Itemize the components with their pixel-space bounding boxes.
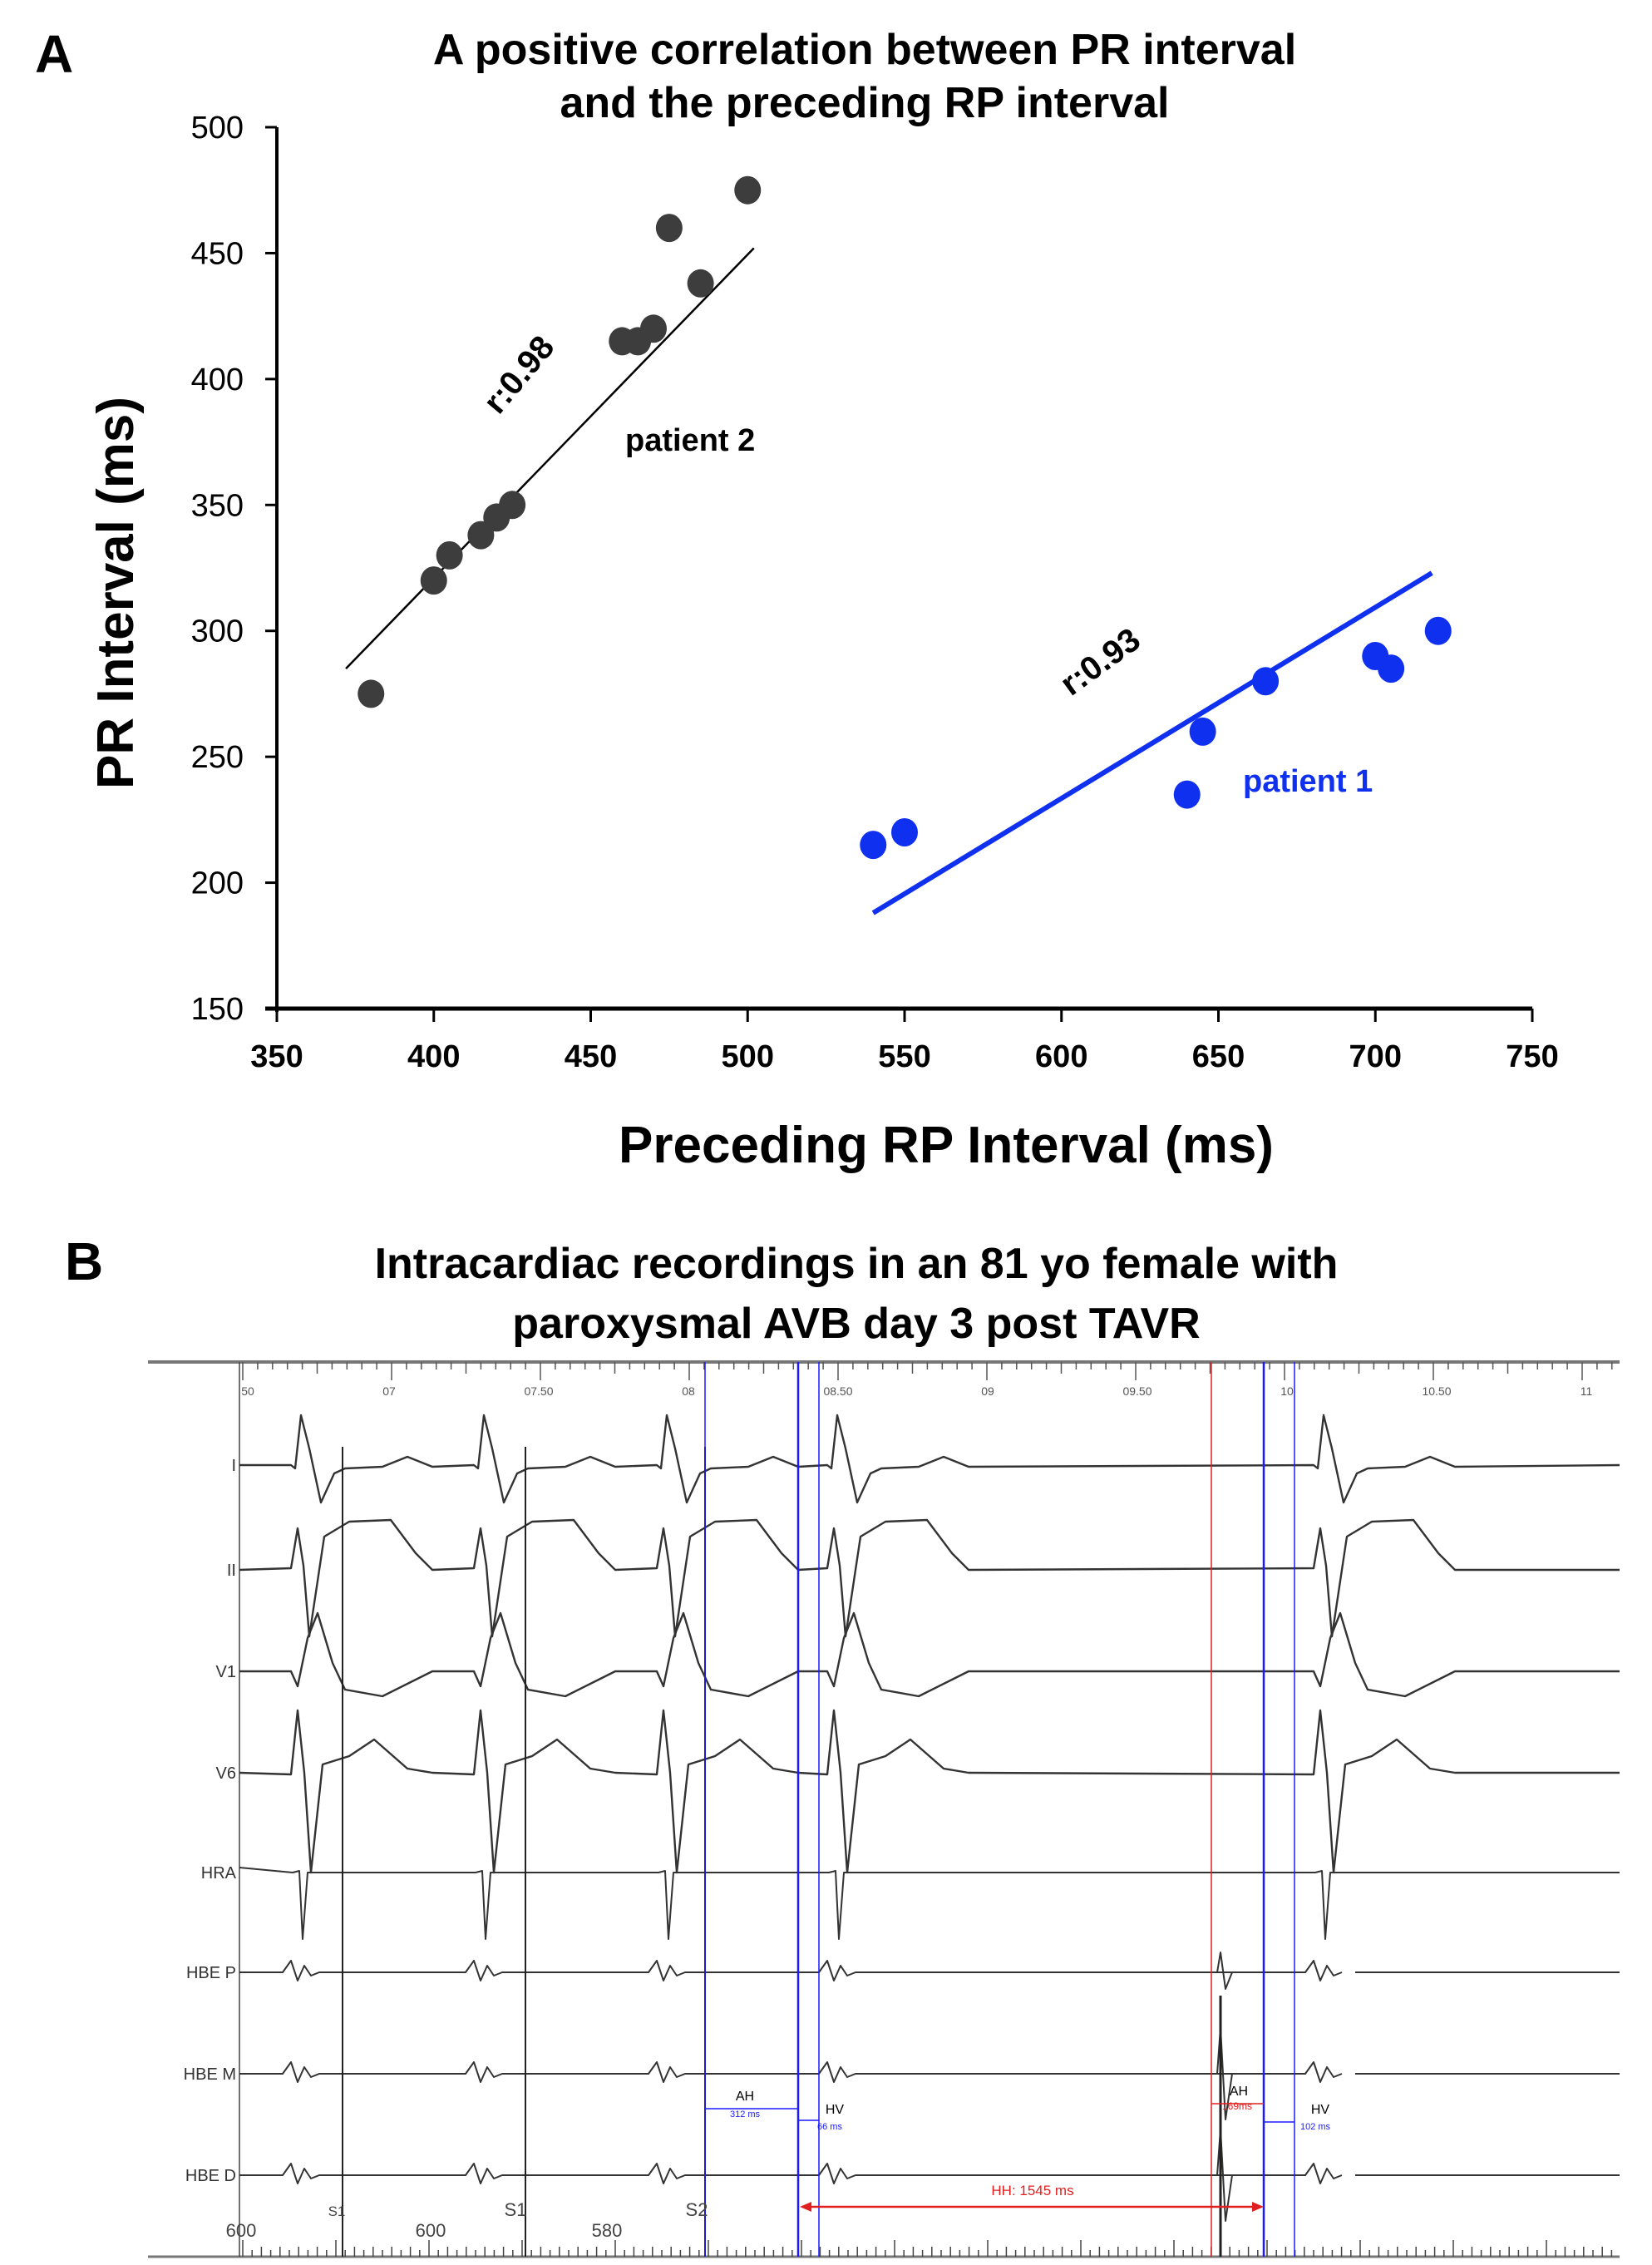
ruler-label: 08.50 (823, 1384, 852, 1398)
data-point (420, 566, 447, 595)
channel-label: I (231, 1457, 236, 1475)
hv1-value: 66 ms (817, 2122, 842, 2132)
channel-label: HRA (201, 1864, 237, 1883)
fit-line-patient-1 (871, 570, 1433, 915)
data-point (436, 540, 463, 570)
y-axis-label: PR Interval (ms) (87, 397, 145, 789)
trace-lead-V6 (239, 1709, 1620, 1874)
x-tick-label: 550 (878, 1039, 930, 1074)
ah2-value: 169ms (1222, 2100, 1252, 2112)
data-point (734, 175, 762, 205)
data-point (499, 491, 526, 520)
panel-a-title-line1: A positive correlation between PR interv… (432, 26, 1297, 74)
trace-lead-II (239, 1518, 1620, 1638)
stimulus-label: S1 (505, 2199, 527, 2220)
data-point (860, 831, 887, 860)
x-tick-label: 700 (1349, 1039, 1402, 1074)
ah1-label: AH (736, 2090, 754, 2104)
ruler-label: 10.50 (1422, 1384, 1451, 1398)
ruler-label: 07.50 (524, 1384, 553, 1398)
series-label-patient-1: patient 1 (1243, 764, 1373, 799)
data-point (1173, 780, 1201, 809)
ah1-value: 312 ms (730, 2110, 761, 2119)
ruler-label: 09.50 (1122, 1384, 1151, 1398)
data-points (358, 175, 1452, 860)
channel-label: II (227, 1562, 236, 1580)
data-point (467, 521, 495, 550)
data-point (1189, 717, 1216, 746)
ruler-label: 07 (382, 1384, 396, 1398)
channel-label: HBE M (184, 2065, 236, 2084)
channel-label: V1 (216, 1663, 236, 1681)
calipers (704, 1362, 1295, 2257)
trace-hbe-m (239, 2027, 1620, 2120)
y-tick-label: 350 (191, 488, 244, 523)
panel-a-letter: A (35, 24, 74, 84)
ruler-label: 50 (241, 1384, 254, 1398)
cycle-length-label: 580 (592, 2220, 623, 2241)
hh-arrow-right-head (1252, 2202, 1264, 2212)
panel-b-title-line2: paroxysmal AVB day 3 post TAVR (512, 1300, 1201, 1348)
channel-label: V6 (216, 1764, 236, 1783)
x-tick-label: 650 (1192, 1039, 1245, 1074)
y-tick-label: 200 (191, 866, 244, 901)
panel-b-letter: B (65, 1231, 104, 1291)
trace-lead-V1 (239, 1611, 1620, 1698)
hh-label: HH: 1545 ms (991, 2183, 1073, 2198)
hv2-value: 102 ms (1300, 2122, 1331, 2132)
data-point (640, 314, 667, 343)
hh-arrow-left-head (800, 2202, 811, 2212)
hv1-label: HV (826, 2103, 845, 2117)
data-point (655, 214, 683, 243)
ecg-traces (239, 1414, 1620, 2257)
ruler-label: 08 (682, 1384, 695, 1398)
hv2-label: HV (1311, 2103, 1330, 2117)
panel-b-title-line1: Intracardiac recordings in an 81 yo fema… (374, 1240, 1339, 1288)
data-point (687, 269, 714, 298)
channel-label: HBE P (186, 1964, 236, 1982)
x-tick-label: 400 (407, 1039, 460, 1074)
data-point (1252, 667, 1280, 696)
y-tick-label: 150 (191, 992, 244, 1027)
cycle-length-label: 600 (226, 2220, 257, 2241)
fit-line-patient-2 (345, 247, 755, 670)
x-tick-label: 750 (1506, 1039, 1558, 1074)
y-tick-label: 500 (191, 111, 244, 146)
series-label-patient-2: patient 2 (625, 423, 755, 458)
ruler-label: 09 (981, 1384, 994, 1398)
data-point (358, 679, 385, 708)
y-tick-label: 450 (191, 236, 244, 271)
data-point (1378, 654, 1405, 683)
time-ruler: 50 07 07.50 08 08.50 09 09.50 10 10.50 11 (148, 1360, 1620, 2258)
cycle-length-label: 600 (416, 2220, 446, 2241)
fit-lines (345, 247, 1433, 915)
x-axis-label: Preceding RP Interval (ms) (619, 1117, 1274, 1174)
x-tick-label: 450 (565, 1039, 617, 1074)
trace-HRA (239, 1867, 1620, 1940)
x-tick-label: 350 (250, 1039, 303, 1074)
data-point (1424, 616, 1452, 645)
y-tick-label: 400 (191, 363, 244, 397)
axes: 150 200 250 300 350 400 450 500 350 400 450 500 550 6… (87, 111, 1559, 1174)
trace-hbe-p (239, 1952, 1620, 1990)
ah2-label: AH (1230, 2085, 1248, 2099)
data-point (891, 818, 918, 846)
scatter-chart: 150 200 250 300 350 400 450 500 350 400 450 500 550 6… (87, 111, 1559, 1174)
y-tick-label: 300 (191, 614, 244, 649)
panel-a-title-line2: and the preceding RP interval (560, 79, 1170, 127)
x-tick-label: 500 (722, 1039, 774, 1074)
stimulus-label: S1 (328, 2203, 346, 2219)
ruler-label: 11 (1580, 1384, 1593, 1398)
x-tick-label: 600 (1035, 1039, 1087, 1074)
trace-lead-I (239, 1414, 1620, 1504)
y-tick-label: 250 (191, 740, 244, 775)
trace-hbe-d (239, 2129, 1620, 2222)
stimulus-label: S2 (686, 2199, 708, 2220)
channel-label: HBE D (185, 2167, 236, 2185)
ruler-label: 10 (1280, 1384, 1294, 1398)
